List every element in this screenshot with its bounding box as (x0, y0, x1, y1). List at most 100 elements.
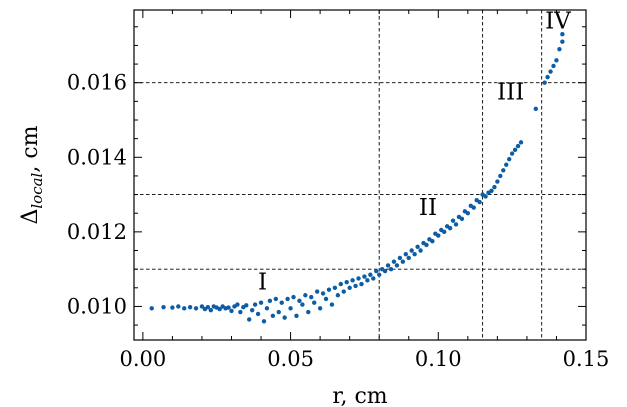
data-point (226, 305, 231, 310)
data-point (309, 294, 314, 300)
data-point (326, 287, 332, 292)
data-point (261, 319, 267, 324)
data-point (551, 63, 556, 69)
x-tick-labels: 0.00 0.05 0.10 0.15 (119, 347, 609, 371)
data-point (371, 276, 376, 281)
data-point (182, 306, 187, 311)
data-point (560, 39, 565, 44)
data-point (483, 194, 488, 199)
data-point (400, 259, 406, 264)
data-point (424, 242, 429, 248)
data-point (161, 304, 166, 310)
x-tick-label: 0.00 (119, 347, 166, 371)
data-point (347, 285, 352, 290)
scatter-points (149, 32, 565, 324)
y-axis-label: Δlocal, cm (18, 125, 46, 224)
data-point (350, 278, 355, 283)
data-point (560, 32, 565, 37)
data-point (353, 283, 358, 289)
data-point (465, 211, 471, 216)
data-point (545, 74, 550, 80)
data-point (418, 248, 423, 253)
data-point (394, 263, 400, 268)
data-point (338, 281, 343, 287)
data-point (258, 300, 264, 305)
data-point (235, 302, 240, 307)
data-point (300, 302, 305, 307)
data-point (397, 255, 403, 261)
data-point (341, 289, 346, 294)
data-point (377, 272, 382, 277)
y-tick-label: 0.016 (67, 71, 127, 95)
data-point (297, 298, 302, 304)
data-point (199, 304, 205, 309)
data-point (406, 255, 411, 261)
data-point (498, 173, 503, 179)
data-point (229, 308, 234, 314)
x-axis-label: r, cm (332, 384, 387, 407)
x-tick-label: 0.15 (563, 347, 610, 371)
y-axis-label-subscript: local (28, 172, 46, 208)
data-point (356, 276, 361, 281)
data-point (187, 304, 193, 310)
data-point (285, 296, 290, 302)
data-point (276, 309, 281, 315)
data-point (362, 274, 367, 279)
y-tick-label: 0.010 (67, 294, 127, 318)
data-point (238, 309, 243, 315)
data-point (270, 313, 276, 318)
data-point (557, 46, 562, 52)
data-point (344, 280, 349, 285)
data-point (471, 205, 476, 210)
data-point (512, 147, 518, 153)
data-point (447, 225, 453, 231)
data-point (247, 317, 252, 322)
data-point (554, 58, 559, 63)
data-point (506, 156, 512, 162)
data-point (244, 303, 249, 308)
data-point (264, 306, 270, 311)
region-label: III (497, 79, 524, 105)
region-label: I (258, 270, 267, 296)
data-point (249, 307, 255, 313)
data-point (306, 309, 311, 315)
data-point (149, 306, 154, 311)
data-point (282, 315, 287, 320)
data-point (329, 302, 335, 307)
data-point (374, 268, 379, 274)
x-tick-label: 0.05 (267, 347, 314, 371)
data-point (365, 278, 370, 283)
data-point (430, 238, 435, 244)
data-point (170, 305, 175, 310)
data-point (303, 293, 308, 298)
data-point (453, 222, 459, 227)
data-point (291, 294, 296, 300)
y-tick-label: 0.014 (67, 145, 127, 169)
x-tick-label: 0.10 (415, 347, 462, 371)
data-point (294, 313, 299, 318)
axis-ticks (134, 10, 587, 340)
data-point (436, 233, 441, 238)
region-label: II (419, 195, 437, 221)
data-point (176, 304, 181, 309)
data-point (335, 293, 341, 298)
plot-frame (133, 9, 587, 341)
data-point (314, 289, 320, 294)
y-axis-label-unit: , cm (18, 125, 43, 172)
data-point (317, 306, 323, 311)
data-point (267, 298, 273, 304)
data-point (409, 248, 414, 253)
data-point (312, 300, 317, 305)
data-point (320, 291, 326, 296)
data-point (477, 199, 482, 205)
data-point (450, 218, 456, 223)
data-point (255, 311, 261, 317)
region-label: IV (545, 9, 571, 35)
data-point (515, 143, 521, 149)
data-point (412, 252, 417, 257)
data-point (548, 69, 553, 74)
data-point (388, 266, 394, 272)
data-point (385, 263, 391, 268)
